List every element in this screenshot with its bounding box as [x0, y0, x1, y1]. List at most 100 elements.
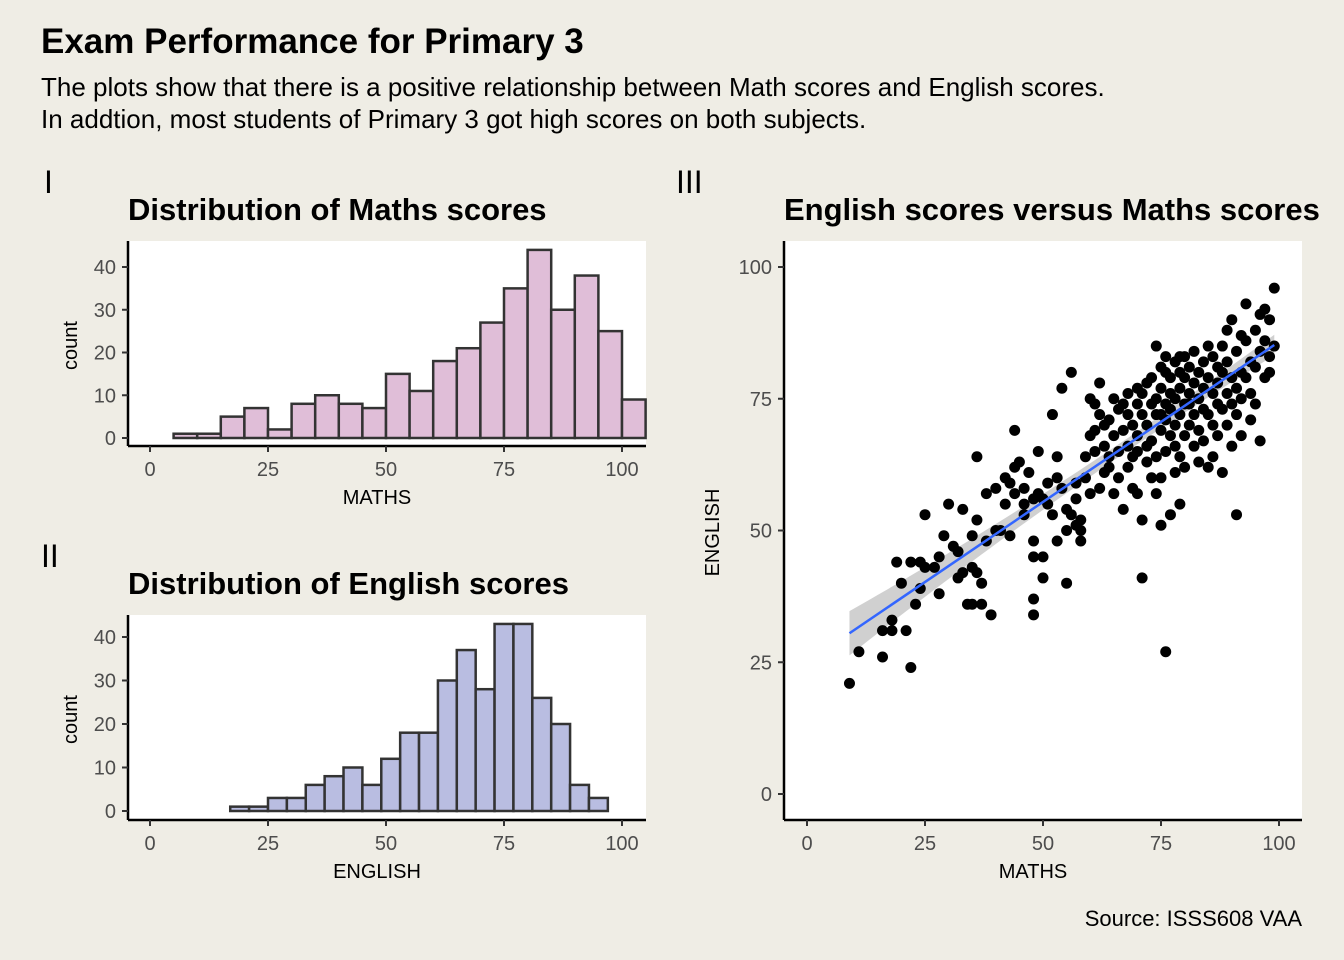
- scatter-point: [1169, 467, 1181, 479]
- scatter-point: [1108, 430, 1120, 442]
- scatter-point: [1207, 387, 1219, 399]
- scatter-point: [1056, 382, 1068, 394]
- scatter-point: [1183, 419, 1195, 431]
- histogram-bar: [587, 796, 610, 813]
- scatter-point: [1231, 345, 1243, 357]
- scatter-point: [1231, 382, 1243, 394]
- scatter-point: [1150, 451, 1162, 463]
- scatter-point: [1259, 335, 1271, 347]
- scatter-point: [1065, 509, 1077, 521]
- scatter-point: [1174, 451, 1186, 463]
- x-tick-label: 75: [1150, 833, 1172, 855]
- scatter-point: [1117, 398, 1129, 410]
- scatter-point: [1028, 535, 1040, 547]
- scatter-point: [1221, 356, 1233, 368]
- scatter-point: [957, 503, 969, 515]
- scatter-point: [1212, 430, 1224, 442]
- scatter-point: [1160, 351, 1172, 363]
- scatter-point: [905, 556, 917, 568]
- x-tick-label: 50: [1032, 833, 1054, 855]
- x-axis-label: MATHS: [343, 487, 412, 509]
- scatter-point: [1193, 456, 1205, 468]
- histogram-bar: [436, 679, 459, 813]
- scatter-point: [1231, 409, 1243, 421]
- scatter-point: [980, 488, 992, 500]
- y-tick-label: 20: [94, 714, 116, 736]
- scatter-point: [1065, 366, 1077, 378]
- scatter-point: [1018, 498, 1030, 510]
- panel-tag-1: I: [44, 164, 53, 200]
- y-tick-label: 40: [94, 257, 116, 279]
- scatter-point: [1136, 572, 1148, 584]
- scatter-point: [1193, 393, 1205, 405]
- scatter-point: [1231, 509, 1243, 521]
- scatter-point: [891, 556, 903, 568]
- scatter-point: [938, 530, 950, 542]
- scatter-point: [1004, 477, 1016, 489]
- x-tick-label: 75: [493, 459, 515, 481]
- scatter-point: [1155, 382, 1167, 394]
- scatter-point: [1226, 398, 1238, 410]
- scatter-point: [1037, 551, 1049, 563]
- scatter-point: [1094, 377, 1106, 389]
- histogram-bar: [266, 796, 289, 813]
- scatter-point: [971, 514, 983, 526]
- scatter-point: [886, 625, 898, 637]
- scatter-point: [1075, 514, 1087, 526]
- histogram-bar: [398, 731, 421, 813]
- histogram-bar: [431, 359, 459, 440]
- scatter-point: [1160, 445, 1172, 457]
- scatter-point: [1216, 467, 1228, 479]
- scatter-point: [1141, 419, 1153, 431]
- scatter-point: [843, 677, 855, 689]
- scatter-point: [976, 598, 988, 610]
- y-tick-label: 20: [94, 343, 116, 365]
- scatter-point: [1146, 435, 1158, 447]
- x-tick-label: 25: [257, 833, 279, 855]
- scatter-point: [1155, 472, 1167, 484]
- plot-panel-3: [784, 241, 1302, 820]
- scatter-point: [1075, 535, 1087, 547]
- x-tick-label: 100: [605, 833, 638, 855]
- scatter-point: [1179, 351, 1191, 363]
- scatter-point: [928, 561, 940, 573]
- scatter-point: [1089, 398, 1101, 410]
- scatter-point: [1264, 366, 1276, 378]
- scatter-point: [1221, 419, 1233, 431]
- scatter-point: [1202, 340, 1214, 352]
- scatter-point: [877, 625, 889, 637]
- scatter-point: [1150, 488, 1162, 500]
- y-tick-label: 30: [94, 671, 116, 693]
- chart-title-1: Distribution of Maths scores: [128, 192, 547, 227]
- scatter-point: [1164, 430, 1176, 442]
- scatter-point: [1221, 387, 1233, 399]
- scatter-point: [1179, 461, 1191, 473]
- scatter-point: [1249, 361, 1261, 373]
- histogram-bar: [573, 274, 600, 440]
- scatter-point: [1150, 393, 1162, 405]
- histogram-bar: [531, 696, 553, 813]
- scatter-point: [1103, 461, 1115, 473]
- scatter-point: [1141, 456, 1153, 468]
- histogram-bar: [479, 321, 506, 440]
- histogram-bar: [526, 248, 553, 440]
- scatter-point: [1169, 440, 1181, 452]
- scatter-point: [1127, 419, 1139, 431]
- histogram-bar: [337, 402, 364, 440]
- scatter-point: [1216, 366, 1228, 378]
- scatter-point: [877, 651, 889, 663]
- histogram-bar: [502, 287, 529, 440]
- scatter-point: [1009, 424, 1021, 436]
- scatter-point: [933, 588, 945, 600]
- y-tick-label: 25: [750, 652, 772, 674]
- panel-tag-2: II: [41, 538, 59, 574]
- histogram-bar: [474, 687, 496, 813]
- x-tick-label: 100: [605, 459, 638, 481]
- scatter-point: [1164, 372, 1176, 384]
- histogram-bar: [304, 783, 326, 813]
- histogram-bar: [313, 394, 341, 440]
- scatter-point: [905, 662, 917, 674]
- scatter-point: [1051, 535, 1063, 547]
- scatter-point: [886, 614, 898, 626]
- scatter-point: [1108, 393, 1120, 405]
